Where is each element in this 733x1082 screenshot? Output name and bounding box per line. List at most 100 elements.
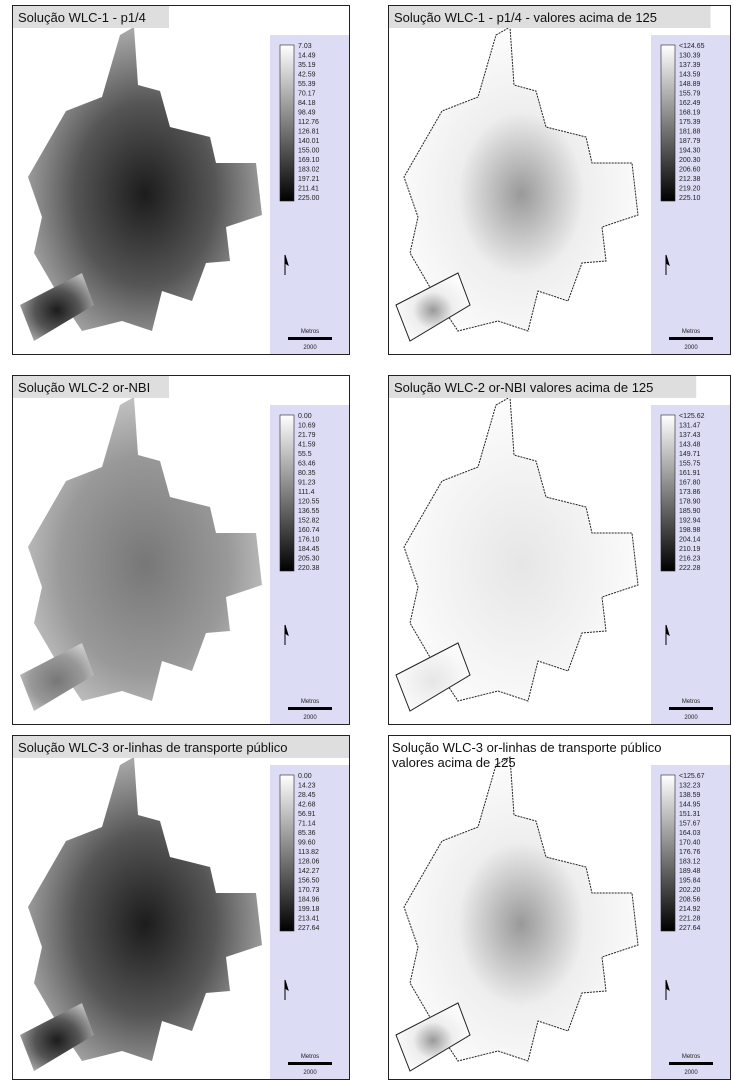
legend-label: 128.06 <box>298 859 320 866</box>
legend-label: 98.49 <box>298 110 316 117</box>
legend-label: 197.21 <box>298 176 320 183</box>
legend-bar <box>661 415 675 571</box>
legend-label: 35.19 <box>298 62 316 69</box>
legend-label: 185.90 <box>679 508 701 515</box>
legend-label: 140.01 <box>298 138 320 145</box>
legend-label: 202.20 <box>679 887 701 894</box>
scale-label: Metros <box>301 329 319 335</box>
legend-bar <box>280 775 294 931</box>
scale-bar <box>288 337 332 340</box>
legend-label: 0.00 <box>298 773 312 780</box>
legend-label: 120.55 <box>298 499 320 506</box>
panel-title: Solução WLC-3 or-linhas de transporte pú… <box>18 740 288 755</box>
legend-label: 7.03 <box>298 43 312 50</box>
scale-bar <box>669 707 713 710</box>
legend-label: 14.49 <box>298 53 316 60</box>
legend-label: 113.82 <box>298 849 319 856</box>
legend-label: 126.81 <box>298 129 320 136</box>
legend-label: 222.28 <box>679 565 701 572</box>
legend-label: 132.23 <box>679 783 701 790</box>
legend-label: 137.43 <box>679 432 701 439</box>
legend-label: 143.59 <box>679 72 701 79</box>
legend-label: 111.4 <box>298 489 315 496</box>
legend-label: 168.19 <box>679 110 701 117</box>
legend-label: 70.17 <box>298 91 316 98</box>
legend-label: 85.36 <box>298 830 316 837</box>
legend-label: 149.71 <box>679 451 701 458</box>
legend-label: 152.82 <box>298 518 320 525</box>
legend-label: <125.67 <box>679 773 705 780</box>
scale-label: Metros <box>682 1054 700 1060</box>
legend-label: 131.47 <box>679 423 701 430</box>
legend-label: 221.28 <box>679 916 701 923</box>
legend-bar <box>661 45 675 201</box>
map-panel: Solução WLC-3 or-linhas de transporte pú… <box>389 736 731 1080</box>
legend-label: 211.41 <box>298 186 319 193</box>
legend-label: 80.35 <box>298 470 316 477</box>
legend-label: 187.79 <box>679 138 701 145</box>
panel-title: Solução WLC-2 or-NBI <box>18 380 150 395</box>
scale-value: 2000 <box>303 1070 317 1076</box>
legend-label: 189.48 <box>679 868 701 875</box>
legend-label: 173.86 <box>679 489 701 496</box>
panel-title: Solução WLC-1 - p1/4 <box>18 10 146 25</box>
legend-label: <124.65 <box>679 43 705 50</box>
legend-label: 155.00 <box>298 148 320 155</box>
legend-label: 195.84 <box>679 878 701 885</box>
legend-label: 99.60 <box>298 840 316 847</box>
scale-bar <box>669 337 713 340</box>
legend-label: 205.30 <box>298 556 320 563</box>
map-panel: Solução WLC-3 or-linhas de transporte pú… <box>13 736 350 1080</box>
scale-label: Metros <box>301 699 319 705</box>
scale-label: Metros <box>682 699 700 705</box>
map-panel: Solução WLC-2 or-NBI0.0010.6921.7941.595… <box>13 376 350 725</box>
legend-label: 10.69 <box>298 423 316 430</box>
legend-label: 225.10 <box>679 195 701 202</box>
legend-label: 155.79 <box>679 91 701 98</box>
panel-title: Solução WLC-3 or-linhas de transporte pú… <box>392 740 662 755</box>
scale-value: 2000 <box>684 1070 698 1076</box>
legend-label: 192.94 <box>679 518 701 525</box>
legend-label: 213.41 <box>298 916 320 923</box>
legend-label: 227.64 <box>679 925 701 932</box>
legend-label: 219.20 <box>679 186 701 193</box>
scale-label: Metros <box>682 329 700 335</box>
legend-label: 214.92 <box>679 906 701 913</box>
legend-bar <box>280 45 294 201</box>
scale-label: Metros <box>301 1054 319 1060</box>
legend-label: 56.91 <box>298 811 316 818</box>
legend-label: 42.59 <box>298 72 316 79</box>
legend-label: 14.23 <box>298 783 316 790</box>
legend-label: 170.40 <box>679 840 701 847</box>
legend-label: 55.5 <box>298 451 312 458</box>
scale-value: 2000 <box>303 345 317 351</box>
panel-subtitle: valores acima de 125 <box>392 755 516 770</box>
legend-label: 137.39 <box>679 62 701 69</box>
legend-bar <box>280 415 294 571</box>
legend-label: 151.31 <box>679 811 701 818</box>
legend-label: 112.76 <box>298 119 319 126</box>
figure: Solução WLC-1 - p1/4 7.03 14.49 35.19 42.59 5… <box>0 0 733 1082</box>
legend-label: 225.00 <box>298 195 320 202</box>
legend-label: 136.55 <box>298 508 320 515</box>
legend-label: 161.91 <box>679 470 701 477</box>
legend-label: 198.98 <box>679 527 701 534</box>
legend-label: 130.39 <box>679 53 701 60</box>
legend-label: 208.56 <box>679 897 701 904</box>
map-panel: Solução WLC-2 or-NBI valores acima de 12… <box>389 376 731 725</box>
legend-label: 210.19 <box>679 546 701 553</box>
legend-label: 91.23 <box>298 480 316 487</box>
legend-label: 181.88 <box>679 129 701 136</box>
map-panel: Solução WLC-1 - p1/4 - valores acima de … <box>389 6 731 355</box>
legend-label: 176.10 <box>298 537 320 544</box>
legend-label: 157.67 <box>679 821 701 828</box>
legend-label: 175.39 <box>679 119 701 126</box>
legend-label: 220.38 <box>298 565 320 572</box>
scale-value: 2000 <box>684 345 698 351</box>
panel-title: Solução WLC-1 - p1/4 - valores acima de … <box>394 10 657 25</box>
legend-label: 21.79 <box>298 432 316 439</box>
legend-label: 155.75 <box>679 461 701 468</box>
scale-bar <box>288 707 332 710</box>
legend-label: 184.96 <box>298 897 320 904</box>
legend-label: 178.90 <box>679 499 701 506</box>
